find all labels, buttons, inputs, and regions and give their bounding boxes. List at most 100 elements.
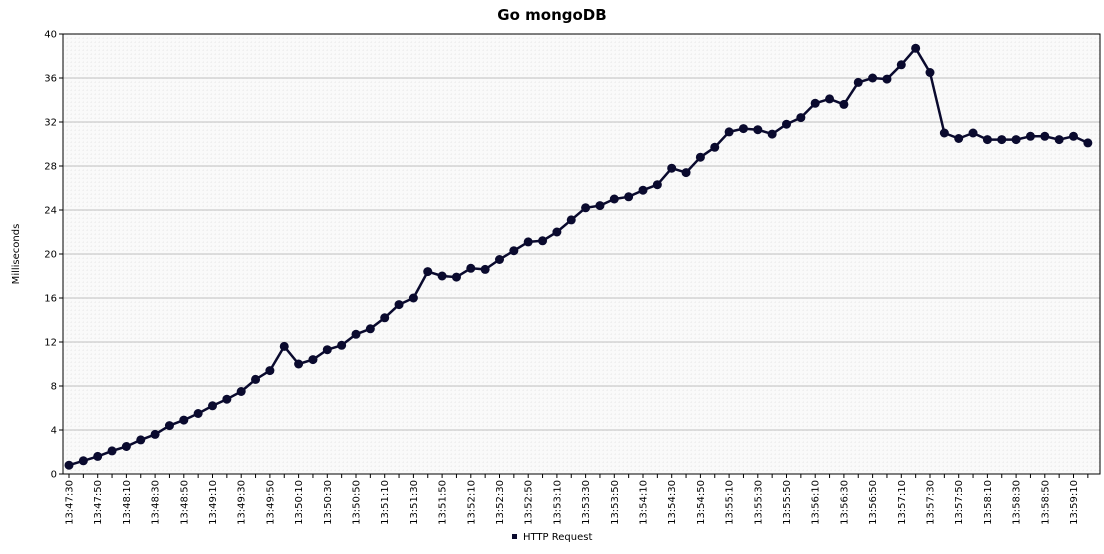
data-point [624, 192, 634, 202]
x-tick-label: 13:57:50 [954, 480, 965, 525]
data-point [451, 272, 461, 282]
data-point [796, 113, 806, 123]
y-axis-label: Milliseconds [11, 224, 22, 285]
x-tick-label: 13:50:10 [294, 480, 305, 525]
x-tick-label: 13:48:30 [151, 480, 162, 525]
data-point [882, 74, 892, 84]
x-tick-label: 13:59:10 [1069, 480, 1080, 525]
x-tick-label: 13:47:50 [93, 480, 104, 525]
data-point [394, 300, 404, 310]
data-point [107, 446, 117, 456]
x-tick-label: 13:50:50 [352, 480, 363, 525]
y-tick-label: 8 [51, 382, 57, 393]
data-point [581, 203, 591, 213]
data-point [423, 267, 433, 277]
y-tick-label: 28 [44, 162, 57, 173]
data-point [337, 340, 347, 350]
data-point [868, 73, 878, 83]
data-point [150, 429, 160, 439]
data-point [853, 77, 863, 87]
data-point [64, 460, 74, 470]
data-point [638, 185, 648, 195]
data-point [911, 43, 921, 53]
data-point [1011, 135, 1021, 145]
data-point [753, 125, 763, 135]
y-tick-label: 16 [44, 294, 57, 305]
y-tick-label: 40 [44, 30, 57, 41]
y-tick-label: 4 [51, 426, 57, 437]
data-point [408, 293, 418, 303]
x-tick-label: 13:54:30 [667, 480, 678, 525]
data-point [695, 152, 705, 162]
data-point [939, 128, 949, 138]
x-tick-label: 13:47:30 [65, 480, 76, 525]
data-point [308, 355, 318, 365]
data-point [208, 401, 217, 411]
x-tick-label: 13:56:30 [839, 480, 850, 525]
data-point [1069, 131, 1078, 141]
data-point [193, 409, 203, 418]
data-point [782, 119, 791, 129]
x-tick-label: 13:49:10 [208, 480, 219, 525]
y-tick-label: 0 [51, 470, 57, 481]
data-point [968, 128, 978, 138]
x-tick-label: 13:53:30 [581, 480, 592, 525]
data-point [466, 263, 476, 273]
data-point [738, 124, 748, 134]
x-tick-label: 13:58:10 [983, 480, 994, 525]
data-point [595, 201, 605, 211]
data-point [222, 394, 232, 404]
x-tick-label: 13:48:50 [179, 480, 190, 525]
x-tick-label: 13:56:10 [811, 480, 822, 525]
x-tick-label: 13:55:10 [725, 480, 736, 525]
x-tick-label: 13:55:50 [782, 480, 793, 525]
data-point [380, 313, 390, 323]
y-axis: 0 4 8 12 16 20 24 28 32 36 40 [44, 30, 63, 481]
x-tick-label: 13:55:30 [753, 480, 764, 525]
data-point [667, 163, 677, 173]
data-point [437, 271, 447, 281]
x-tick-label: 13:51:50 [438, 480, 449, 525]
y-tick-label: 20 [44, 250, 57, 261]
data-point [681, 168, 691, 178]
data-point [896, 60, 906, 70]
x-tick-label: 13:54:50 [696, 480, 707, 525]
x-axis: 13:47:30 13:47:50 13:48:10 13:48:30 13:48:50… [65, 474, 1089, 525]
x-tick-label: 13:53:50 [610, 480, 621, 525]
data-point [825, 94, 835, 104]
data-point [365, 324, 375, 334]
x-tick-label: 13:58:30 [1012, 480, 1023, 525]
y-tick-label: 12 [44, 338, 57, 349]
data-point [954, 134, 964, 143]
data-point [279, 341, 289, 351]
x-tick-label: 13:48:10 [122, 480, 133, 525]
x-tick-label: 13:53:10 [552, 480, 563, 525]
legend-label: HTTP Request [523, 532, 592, 543]
data-point [322, 345, 332, 355]
x-tick-label: 13:57:30 [926, 480, 937, 525]
data-point [982, 135, 992, 145]
legend: HTTP Request [512, 532, 592, 543]
data-point [509, 246, 519, 256]
data-point [1083, 138, 1093, 148]
data-point [925, 68, 935, 77]
data-point [997, 135, 1007, 145]
data-point [652, 180, 662, 190]
y-tick-label: 24 [44, 206, 57, 217]
data-point [121, 442, 131, 451]
x-tick-label: 13:51:30 [409, 480, 420, 525]
data-point [236, 387, 246, 396]
legend-swatch [512, 534, 517, 539]
data-point [1054, 135, 1064, 145]
x-tick-label: 13:52:50 [524, 480, 535, 525]
x-tick-label: 13:49:50 [265, 480, 276, 525]
x-tick-label: 13:56:50 [868, 480, 879, 525]
data-point [523, 237, 533, 247]
plot-frame [62, 33, 1101, 475]
data-point [1040, 131, 1050, 141]
y-tick-label: 36 [44, 74, 57, 85]
data-point [495, 255, 504, 264]
x-tick-label: 13:52:30 [495, 480, 506, 525]
x-tick-label: 13:50:30 [323, 480, 334, 525]
